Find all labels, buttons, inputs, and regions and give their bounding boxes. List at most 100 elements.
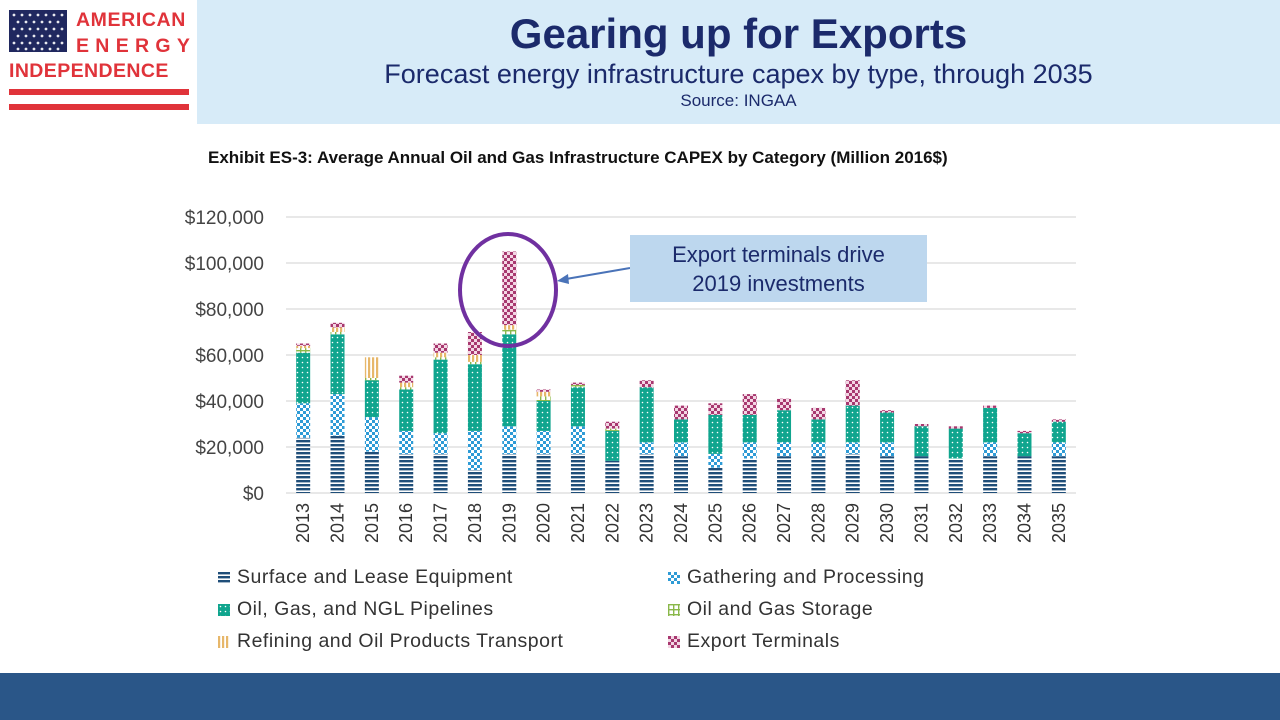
bar-oil-gas-ngl-pipelines-2032 [948,428,963,459]
bar-export-terminals-2022 [605,421,620,429]
bar-oil-gas-ngl-pipelines-2027 [777,410,792,443]
bar-refining-and-oil-products-transport-2013 [296,345,311,349]
bar-oil-and-gas-storage-2014 [330,332,345,335]
bar-oil-and-gas-storage-2019 [502,329,517,335]
bar-oil-gas-ngl-pipelines-2023 [639,387,654,443]
bar-surface-and-lease-equipment-2017 [433,453,448,493]
bar-export-terminals-2027 [777,398,792,411]
bar-gathering-and-processing-2035 [1051,442,1066,457]
legend-swatch [218,603,230,616]
bar-surface-and-lease-equipment-2035 [1051,456,1066,493]
bar-oil-gas-ngl-pipelines-2018 [467,364,482,431]
highlight-circle [458,232,558,348]
bar-gathering-and-processing-2017 [433,433,448,454]
bar-export-terminals-2014 [330,322,345,328]
bar-gathering-and-processing-2014 [330,394,345,436]
bar-export-terminals-2019 [502,251,517,326]
bar-gathering-and-processing-2027 [777,442,792,457]
bar-export-terminals-2032 [948,426,963,429]
x-tick-label: 2020 [534,503,554,543]
legend-label: Surface and Lease Equipment [237,566,513,588]
x-tick-label: 2035 [1049,503,1069,543]
legend-label: Gathering and Processing [687,566,925,588]
logo: AMERICAN ENERGY INDEPENDENCE [0,0,197,124]
bar-gathering-and-processing-2024 [674,442,688,457]
bar-oil-and-gas-storage-2018 [467,361,482,365]
bar-refining-and-oil-products-transport-2014 [330,327,345,332]
bar-export-terminals-2023 [639,380,654,388]
bar-surface-and-lease-equipment-2028 [811,456,826,493]
bar-surface-and-lease-equipment-2016 [399,453,414,493]
bar-gathering-and-processing-2016 [399,430,414,454]
bar-oil-gas-ngl-pipelines-2028 [811,419,826,443]
y-tick-label: $80,000 [195,300,264,321]
bar-gathering-and-processing-2020 [536,430,551,454]
bar-surface-and-lease-equipment-2032 [948,458,963,493]
bar-surface-and-lease-equipment-2025 [708,467,723,493]
footer-band [0,673,1280,720]
bar-gathering-and-processing-2013 [296,403,311,438]
legend-item-export-terminals: Export Terminals [668,630,840,653]
bar-oil-gas-ngl-pipelines-2020 [536,401,551,431]
x-tick-label: 2028 [808,503,828,543]
bar-oil-gas-ngl-pipelines-2013 [296,352,311,404]
x-tick-label: 2013 [293,503,313,543]
bar-oil-and-gas-storage-2020 [536,396,551,401]
bar-export-terminals-2030 [880,410,895,413]
bar-surface-and-lease-equipment-2031 [914,456,929,493]
bar-surface-and-lease-equipment-2015 [364,451,379,493]
x-tick-label: 2024 [671,503,691,543]
bar-surface-and-lease-equipment-2033 [983,456,998,493]
x-tick-label: 2025 [705,503,725,543]
legend-item-gathering-and-processing: Gathering and Processing [668,566,924,589]
legend-swatch [218,571,230,584]
bar-oil-and-gas-storage-2017 [433,357,448,360]
x-tick-label: 2016 [396,503,416,543]
bar-oil-gas-ngl-pipelines-2029 [845,405,860,443]
x-tick-label: 2029 [843,503,863,543]
bar-oil-gas-ngl-pipelines-2019 [502,334,517,427]
x-tick-label: 2031 [911,503,931,543]
bar-export-terminals-2024 [674,405,688,420]
bar-export-terminals-2031 [914,424,929,427]
logo-text-energy: ENERGY [76,35,197,57]
bar-surface-and-lease-equipment-2022 [605,460,620,493]
bar-gathering-and-processing-2026 [742,442,757,459]
x-tick-label: 2034 [1014,503,1034,543]
bar-export-terminals-2026 [742,394,757,415]
header-band [0,0,1280,124]
x-tick-label: 2014 [328,503,348,543]
bar-refining-and-oil-products-transport-2018 [467,355,482,362]
bar-oil-and-gas-storage-2016 [399,387,414,390]
source-note: Source: INGAA [680,91,797,110]
bar-oil-gas-ngl-pipelines-2025 [708,414,723,454]
bar-refining-and-oil-products-transport-2016 [399,382,414,388]
bar-export-terminals-2034 [1017,430,1032,434]
bar-oil-gas-ngl-pipelines-2035 [1051,421,1066,443]
bar-refining-and-oil-products-transport-2020 [536,391,551,397]
bar-gathering-and-processing-2019 [502,426,517,454]
page-title: Gearing up for Exports [509,10,968,57]
bar-gathering-and-processing-2021 [570,426,585,454]
y-tick-label: $40,000 [195,392,264,413]
legend-swatch [668,603,680,616]
bar-surface-and-lease-equipment-2034 [1017,456,1032,493]
bar-export-terminals-2018 [467,332,482,355]
bar-gathering-and-processing-2033 [983,442,998,457]
bar-export-terminals-2025 [708,403,723,415]
legend-label: Oil and Gas Storage [687,598,874,620]
x-tick-label: 2033 [980,503,1000,543]
legend-swatch [218,635,230,648]
legend-item-oil-gas-ngl-pipelines: Oil, Gas, and NGL Pipelines [218,598,494,621]
flag-icon [9,10,67,52]
x-tick-label: 2019 [499,503,519,543]
bar-oil-gas-ngl-pipelines-2021 [570,387,585,427]
x-tick-label: 2022 [602,503,622,543]
callout-arrowhead [557,274,569,284]
bar-export-terminals-2029 [845,380,860,406]
bar-oil-gas-ngl-pipelines-2015 [364,380,379,418]
annotation-callout: Export terminals drive 2019 investments [630,235,927,302]
bar-oil-gas-ngl-pipelines-2030 [880,412,895,443]
bar-surface-and-lease-equipment-2030 [880,456,895,493]
bar-surface-and-lease-equipment-2013 [296,437,311,493]
